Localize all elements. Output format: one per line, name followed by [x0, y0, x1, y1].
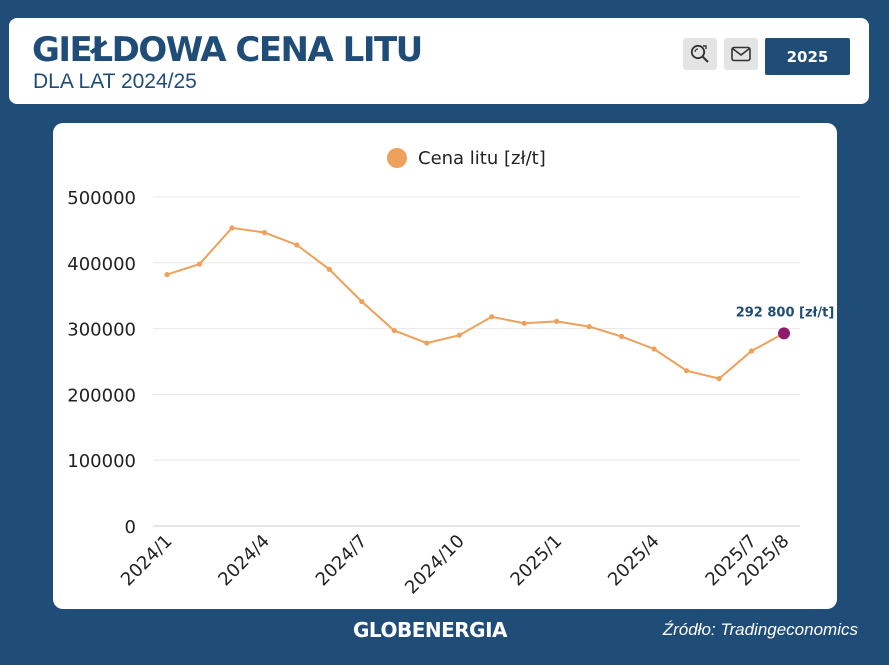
- data-point: [261, 229, 268, 236]
- data-point: [683, 368, 690, 374]
- globenergia-logo: GLOBENERGIA: [353, 618, 508, 642]
- y-tick-label: 200000: [67, 385, 136, 406]
- email-button[interactable]: [724, 38, 758, 70]
- data-point: [326, 266, 332, 272]
- y-tick-label: 400000: [67, 254, 136, 275]
- data-point: [521, 320, 527, 326]
- highlight-point: [778, 327, 790, 340]
- data-point: [586, 324, 592, 330]
- data-point: [651, 346, 657, 352]
- data-point: [554, 318, 560, 324]
- data-point: [391, 327, 397, 334]
- series-line: [166, 226, 785, 380]
- page-title: GIEŁDOWA CENA LITU: [32, 30, 423, 70]
- data-point: [229, 225, 235, 231]
- x-tick-label: 2024/7: [312, 531, 372, 591]
- data-point: [456, 332, 462, 338]
- year-2025-button[interactable]: 2025: [765, 38, 850, 75]
- data-point: [294, 242, 300, 248]
- x-tick-label: 2024/4: [214, 531, 274, 591]
- y-tick-label: 300000: [67, 320, 136, 341]
- source-credit: Źródło: Tradingeconomics: [662, 620, 858, 639]
- search-icon: [690, 44, 709, 63]
- data-label: 292 800 [zł/t]: [736, 305, 835, 320]
- y-tick-label: 500000: [67, 188, 136, 209]
- legend-label: Cena litu [zł/t]: [418, 148, 546, 169]
- data-point: [359, 299, 365, 305]
- y-tick-label: 100000: [67, 451, 136, 472]
- chart-card: 0 100000 200000 300000 400000 500000 2024/1 202…: [53, 123, 837, 609]
- search-button[interactable]: [683, 38, 717, 70]
- page-subtitle: DLA LAT 2024/25: [33, 70, 197, 93]
- data-point: [196, 261, 203, 267]
- legend-marker: [387, 148, 407, 168]
- y-tick-label: 0: [125, 517, 136, 538]
- data-point: [164, 272, 170, 278]
- x-tick-label: 2025/1: [507, 531, 567, 591]
- x-tick-label: 2025/4: [604, 531, 664, 591]
- x-tick-label: 2024/1: [117, 531, 177, 591]
- data-point: [424, 340, 430, 346]
- lithium-price-chart: 0 100000 200000 300000 400000 500000 2024/1 202…: [67, 148, 835, 599]
- data-point: [619, 333, 625, 340]
- data-point: [716, 376, 722, 382]
- header-card: GIEŁDOWA CENA LITU DLA LAT 2024/25 2025: [9, 18, 869, 104]
- data-point: [748, 348, 755, 354]
- data-point: [489, 314, 495, 320]
- x-tick-label: 2024/10: [401, 531, 469, 599]
- mail-icon: [731, 46, 751, 62]
